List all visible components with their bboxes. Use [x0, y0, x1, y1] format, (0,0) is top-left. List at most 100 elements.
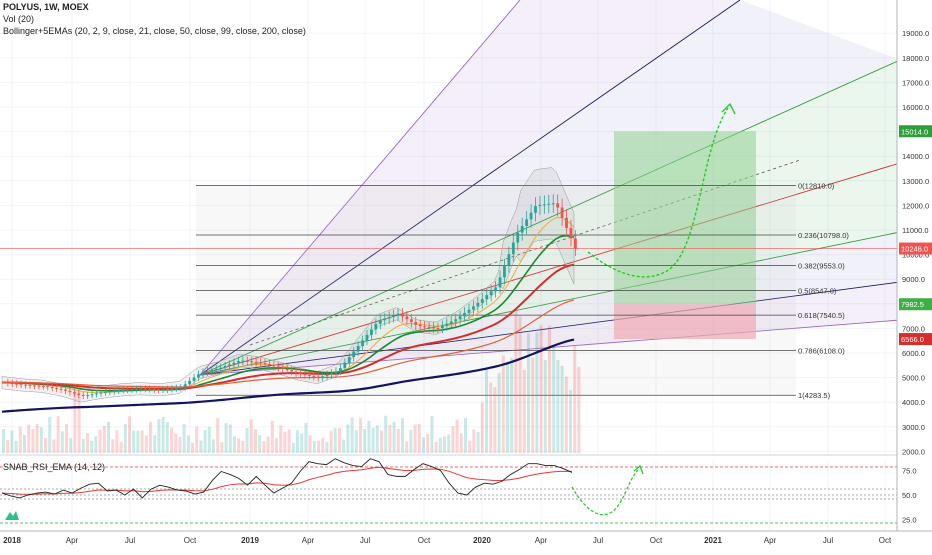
candle-body: [401, 313, 404, 317]
volume-bar: [212, 439, 215, 453]
volume-bar: [77, 387, 81, 453]
candle-body: [436, 327, 440, 329]
volume-bar: [338, 428, 341, 453]
rsi-tick-label: 75.0: [902, 467, 917, 476]
candle-body: [183, 384, 187, 388]
time-tick-label: 2019: [241, 536, 259, 545]
candle-body: [432, 327, 435, 329]
volume-bar: [468, 440, 472, 453]
volume-bar: [443, 436, 446, 453]
candle-body: [392, 315, 396, 317]
time-tick-label: Jul: [823, 536, 833, 545]
stop-zone: [614, 304, 756, 340]
candle-body: [516, 232, 520, 243]
volume-bar: [228, 424, 232, 453]
volume-bar: [564, 376, 568, 453]
candle-body: [405, 316, 409, 320]
ema-lines: [1, 217, 575, 413]
fan-line: [199, 281, 901, 376]
volume-bar: [535, 332, 539, 453]
candle-body: [303, 374, 307, 376]
rsi-legend[interactable]: SNAB_RSI_EMA (14, 12): [3, 462, 106, 472]
candle-body: [46, 386, 50, 388]
candle-body: [152, 389, 156, 391]
volume-bar: [27, 424, 31, 453]
fib-level-label: 0(12810.0): [798, 181, 835, 190]
fib-level-label: 0.5(8547.0): [798, 286, 837, 295]
candle-body: [463, 312, 466, 317]
fib-level-label: 0.618(7540.5): [798, 311, 845, 320]
volume-bar: [380, 430, 383, 453]
time-tick-label: Jul: [593, 536, 603, 545]
candle-body: [121, 389, 125, 391]
fan-line: [199, 231, 901, 376]
candle-body: [197, 374, 200, 378]
volume-bar: [543, 360, 547, 453]
candle-body: [130, 389, 134, 391]
rsi-line: [1, 458, 573, 499]
time-tick-label: Oct: [879, 536, 892, 545]
rsi-ema-line: [1, 466, 573, 495]
candle-body: [374, 323, 378, 330]
candle-body: [511, 242, 515, 255]
candle-body: [525, 219, 529, 226]
volume-bar: [98, 429, 102, 453]
fib-level-label: 1(4283.5): [798, 391, 831, 400]
candle-body: [378, 320, 382, 324]
bollinger-legend[interactable]: Bollinger+5EMAs (20, 2, 9, close, 21, cl…: [3, 26, 306, 36]
volume-bar: [157, 418, 161, 453]
volume-bar: [493, 387, 497, 453]
volume-bar: [455, 419, 459, 453]
candle-body: [268, 364, 271, 366]
candle-body: [498, 277, 502, 288]
candle-body: [476, 302, 480, 307]
volume-bar: [115, 430, 119, 453]
volume-bar: [174, 433, 178, 453]
volume-bar: [573, 345, 577, 453]
candle-body: [237, 361, 240, 363]
candle-body: [418, 324, 422, 327]
volume-bar: [90, 440, 94, 453]
time-axis: 2018 Apr Jul Oct 2019 Apr Jul Oct 2020 Apr Jul Oct 2…: [0, 530, 932, 545]
candle-body: [383, 318, 387, 321]
price-tag: [899, 125, 932, 138]
candle-body: [254, 361, 258, 363]
volume-bar: [447, 434, 451, 453]
volume-bar: [346, 424, 350, 453]
candle-body: [28, 385, 32, 387]
time-tick-label: Apr: [535, 536, 548, 545]
candle-body: [551, 203, 555, 205]
price-tick-label: 19000.0: [902, 29, 929, 38]
volume-bar: [531, 357, 535, 453]
volume-bar: [333, 427, 337, 453]
volume-bar: [136, 430, 140, 453]
candle-body: [276, 366, 280, 368]
candle-body: [427, 326, 431, 328]
volume-bar: [39, 427, 43, 453]
time-tick-label: Jul: [360, 536, 370, 545]
volume-legend[interactable]: Vol (20): [3, 14, 35, 24]
symbol-title[interactable]: POLYUS, 1W, MOEX: [3, 2, 89, 12]
volume-bar: [359, 418, 362, 453]
candle-body: [59, 388, 63, 390]
volume-bar: [485, 369, 488, 453]
price-tag-label: 15014.0: [901, 127, 928, 136]
candle-body: [272, 365, 276, 367]
volume-bar: [396, 428, 400, 453]
price-tag-label: 10246.0: [901, 245, 928, 254]
projection-arrow-icon: [721, 102, 736, 115]
volume-bar: [48, 416, 52, 453]
candle-body: [108, 391, 112, 393]
volume-bar: [60, 431, 64, 453]
volume-bar: [325, 442, 329, 453]
volume-bar: [321, 437, 325, 453]
volume-bar: [258, 435, 262, 453]
fib-level-label: 0.236(10798.0): [798, 231, 849, 240]
candle-body: [356, 346, 360, 352]
price-tick-label: 18000.0: [902, 54, 929, 63]
volume-bar: [317, 440, 320, 453]
candle-body: [352, 351, 356, 358]
candle-body: [480, 298, 484, 303]
candle-body: [143, 388, 147, 390]
